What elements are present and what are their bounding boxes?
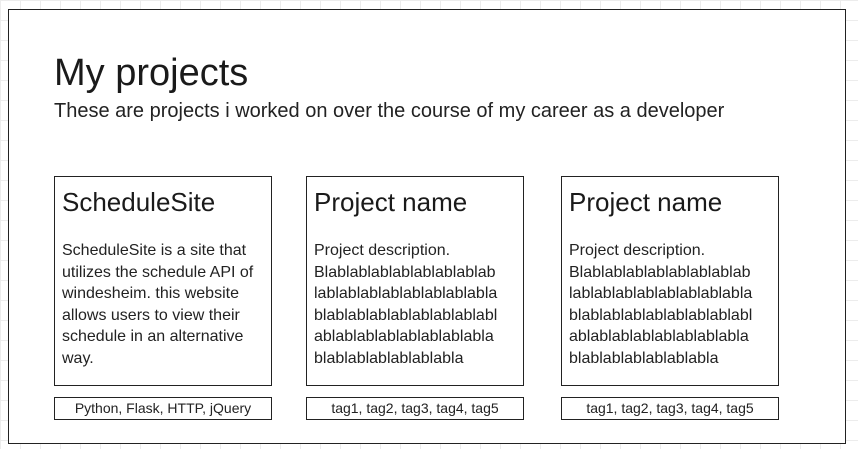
project-description-line: Blablablablablablablablab — [569, 263, 751, 281]
project-description-line: blablablablablablablablabl — [569, 306, 753, 324]
project-card-schedulesite[interactable]: ScheduleSite ScheduleSite is a site that… — [54, 176, 272, 386]
project-tags: tag1, tag2, tag3, tag4, tag5 — [306, 397, 524, 420]
project-tags: tag1, tag2, tag3, tag4, tag5 — [561, 397, 779, 420]
project-description-line: ablablablablablablablabla — [314, 328, 494, 345]
project-title: Project name — [569, 187, 723, 217]
project-card-2[interactable]: Project name Project description. Blabla… — [306, 176, 524, 386]
project-description-line: Blablablablablablablablab — [314, 263, 496, 281]
project-description-line: blablablablablablabla — [314, 349, 464, 367]
page-frame: My projects These are projects i worked … — [8, 9, 846, 444]
project-description: ScheduleSite is a site that utilizes the… — [62, 242, 254, 367]
project-card-3[interactable]: Project name Project description. Blabla… — [561, 176, 779, 386]
project-description-line: ablablablablablablablabla — [569, 328, 749, 345]
project-tags: Python, Flask, HTTP, jQuery — [54, 397, 272, 420]
project-title: Project name — [314, 187, 468, 217]
project-description-line: blablablablablablablablabl — [314, 306, 498, 324]
project-description-line: Project description. — [314, 242, 451, 259]
page-title: My projects — [54, 52, 249, 94]
project-description-line: Project description. — [569, 242, 706, 259]
project-description-line: lablablablablablablablabla — [314, 285, 498, 302]
project-description-line: blablablablablablabla — [569, 349, 719, 367]
page-subtitle: These are projects i worked on over the … — [54, 100, 725, 122]
project-description: Project description. Blablablablablablab… — [569, 240, 778, 369]
project-description-line: lablablablablablablablabla — [569, 285, 753, 302]
project-description: Project description. Blablablablablablab… — [314, 240, 523, 369]
project-title: ScheduleSite — [62, 187, 216, 217]
